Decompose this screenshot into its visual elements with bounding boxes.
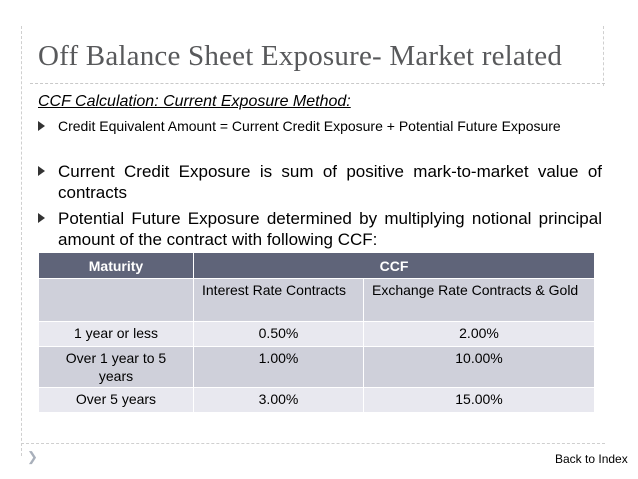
table-header-row: Maturity CCF [38, 252, 595, 279]
slide-title: Off Balance Sheet Exposure- Market relat… [38, 40, 563, 72]
bullet-text: Credit Equivalent Amount = Current Credi… [58, 118, 561, 134]
header-ccf: CCF [193, 252, 595, 279]
cell-exchange: 15.00% [363, 387, 595, 413]
corner-chevron-icon: ❯ [27, 449, 38, 464]
ccf-table: Maturity CCF Interest Rate Contracts Exc… [38, 252, 595, 413]
bullet-arrow-icon [38, 213, 45, 223]
title-divider [30, 83, 605, 84]
cell-interest: 1.00% [193, 346, 364, 388]
table-row: 1 year or less 0.50% 2.00% [38, 321, 595, 347]
bullet-item: Credit Equivalent Amount = Current Credi… [38, 117, 602, 136]
subheader-empty [38, 278, 194, 322]
back-to-index-link[interactable]: Back to Index [555, 452, 628, 466]
table-row: Over 1 year to 5 years 1.00% 10.00% [38, 346, 595, 388]
cell-maturity: Over 5 years [38, 387, 194, 413]
decorative-bottom-line [21, 443, 605, 444]
table-subheader-row: Interest Rate Contracts Exchange Rate Co… [38, 278, 595, 322]
bullet-item: Current Credit Exposure is sum of positi… [38, 161, 602, 203]
cell-interest: 3.00% [193, 387, 364, 413]
bullet-arrow-icon [38, 166, 45, 176]
cell-exchange: 2.00% [363, 321, 595, 347]
cell-interest: 0.50% [193, 321, 364, 347]
bullet-arrow-icon [38, 121, 45, 131]
decorative-left-line [21, 26, 22, 456]
cell-maturity: Over 1 year to 5 years [38, 346, 194, 388]
cell-maturity: 1 year or less [38, 321, 194, 347]
decorative-right-line [603, 26, 604, 86]
subheader-interest-rate: Interest Rate Contracts [193, 278, 364, 322]
cell-exchange: 10.00% [363, 346, 595, 388]
bullet-text: Potential Future Exposure determined by … [58, 209, 602, 249]
subheader-exchange-rate: Exchange Rate Contracts & Gold [363, 278, 595, 322]
bullet-text: Current Credit Exposure is sum of positi… [58, 162, 602, 202]
slide-subtitle: CCF Calculation: Current Exposure Method… [38, 93, 351, 110]
table-row: Over 5 years 3.00% 15.00% [38, 387, 595, 413]
header-maturity: Maturity [38, 252, 194, 279]
bullet-item: Potential Future Exposure determined by … [38, 208, 602, 250]
